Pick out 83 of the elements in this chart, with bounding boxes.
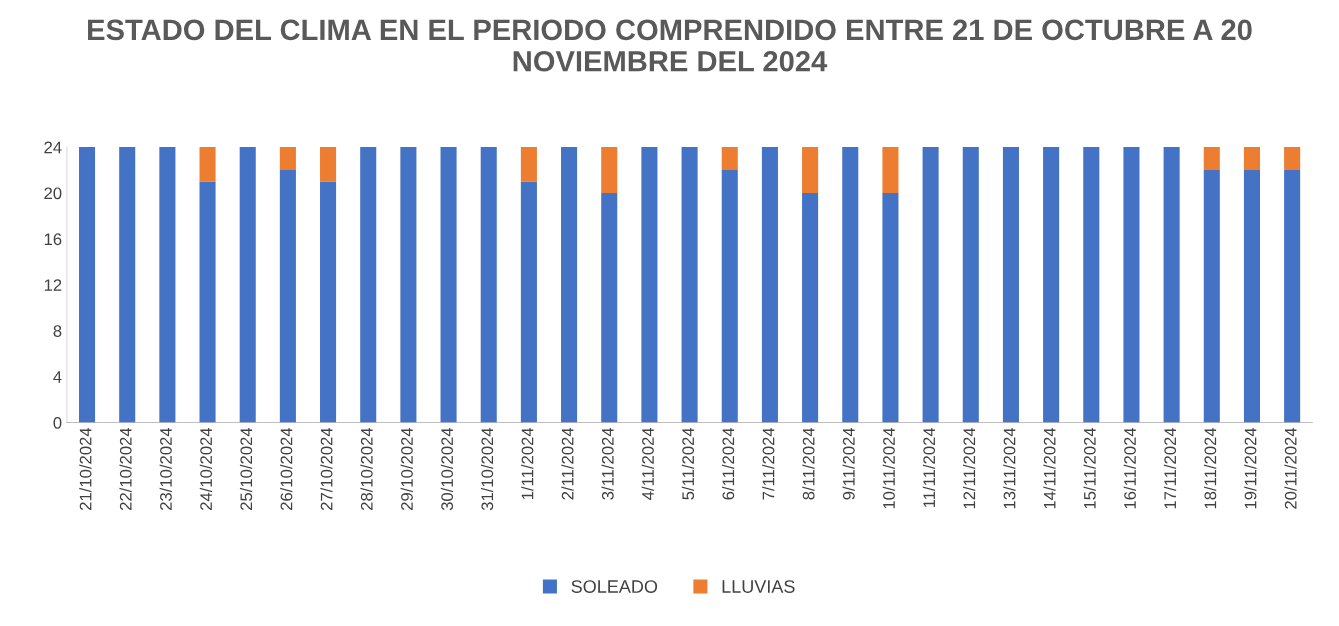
x-tick-label: 29/10/2024 [400,427,413,510]
x-tick-label: 8/11/2024 [802,427,815,500]
x-tick-label: 30/10/2024 [440,427,454,511]
y-tick-label: 4 [53,371,62,383]
y-tick-label: 20 [44,187,62,200]
bar [601,193,618,423]
bar [1203,170,1220,423]
y-tick-label: 24 [44,141,62,154]
x-tick-label: 15/11/2024 [1083,427,1096,509]
bar [1002,147,1019,423]
bar [1284,170,1301,423]
x-tick-label: 19/11/2024 [1244,427,1257,509]
bar [1243,170,1260,423]
bar [520,147,537,182]
bar [320,181,337,423]
bar [360,147,377,423]
bar [882,193,899,423]
bar [320,147,337,182]
bar [962,147,979,423]
y-tick-label: 0 [53,416,62,429]
x-tick-label: 3/11/2024 [601,427,614,500]
bar [802,147,819,194]
x-tick-label: 5/11/2024 [681,427,695,500]
bar [159,147,176,423]
bar [1123,147,1140,423]
x-tick-label: 6/11/2024 [721,427,735,500]
x-tick-label: 12/11/2024 [963,427,976,509]
bar [199,147,216,182]
bar [79,147,96,423]
x-tick-label: 2/11/2024 [561,427,574,500]
x-tick-label: 23/10/2024 [159,427,172,510]
x-tick-label: 13/11/2024 [1003,427,1016,509]
bar [279,170,296,423]
x-tick-label: 16/11/2024 [1123,427,1136,509]
x-tick-label: 27/10/2024 [320,427,333,510]
x-tick-label: 4/11/2024 [641,427,654,500]
y-tick-label: 16 [44,233,62,246]
chart-title: ESTADO DEL CLIMA EN EL PERIODO COMPRENDIDO ENTRE 21 DE OCTUBRE A 20 NOVIEMBRE DEL 2024 [88,19,1252,72]
legend-label: LLUVIAS [722,580,795,593]
x-tick-label: 20/11/2024 [1284,427,1297,509]
x-tick-label: 26/10/2024 [280,427,293,510]
bar [1043,147,1060,423]
bar [119,147,136,423]
bar [1083,147,1100,423]
x-tick-label: 1/11/2024 [521,427,534,500]
bar [761,147,778,423]
bar [721,147,738,171]
x-tick-label: 18/11/2024 [1204,427,1217,509]
bar [239,147,256,423]
x-tick-label: 11/11/2024 [922,427,936,508]
bar [721,170,738,423]
bar [922,147,939,423]
bar [1243,147,1260,171]
x-tick-label: 9/11/2024 [842,427,855,500]
bar [199,181,216,423]
bar [641,147,658,423]
x-tick-label: 31/10/2024 [480,427,494,511]
y-tick-label: 8 [53,325,62,337]
bar [1284,147,1301,171]
legend-label: SOLEADO [571,580,658,593]
x-tick-label: 14/11/2024 [1043,427,1056,509]
bar [1163,147,1180,423]
x-tick-label: 10/11/2024 [882,427,895,509]
bar [802,193,819,423]
bar [400,147,417,423]
x-tick-label: 25/10/2024 [239,427,253,510]
bar [681,147,698,423]
bar [440,147,457,423]
y-tick-label: 12 [44,279,62,291]
bar [561,147,578,423]
x-tick-label: 21/10/2024 [79,427,92,510]
bar [882,147,899,194]
x-tick-label: 24/10/2024 [199,427,213,510]
x-tick-label: 22/10/2024 [119,427,132,510]
bar [1203,147,1220,171]
x-tick-label: 7/11/2024 [762,427,775,500]
bar [601,147,618,194]
x-tick-label: 28/10/2024 [360,427,373,510]
bar [279,147,296,171]
x-tick-label: 17/11/2024 [1163,427,1177,509]
bar [842,147,859,423]
bar [480,147,497,423]
bar [520,181,537,423]
